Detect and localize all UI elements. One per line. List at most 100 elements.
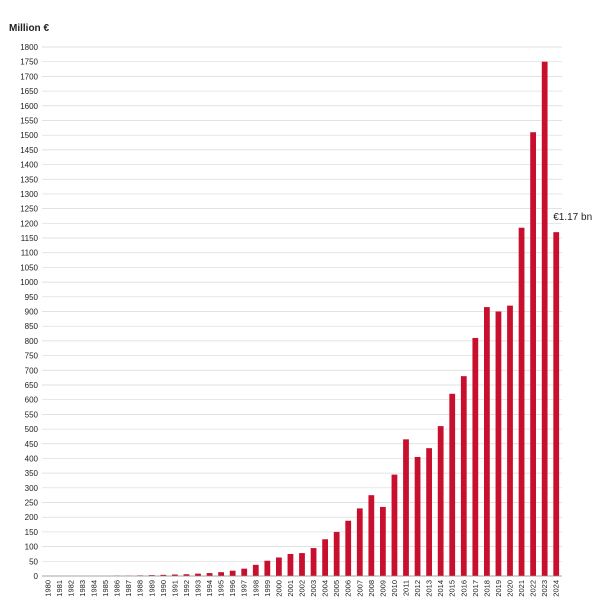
bar-2001 bbox=[287, 553, 294, 576]
bar-1997 bbox=[241, 568, 248, 576]
bar-2005 bbox=[333, 531, 340, 576]
bar-1994 bbox=[206, 573, 213, 576]
bar-2018 bbox=[484, 307, 490, 576]
x-tick-label: 2006 bbox=[344, 580, 353, 597]
x-tick-label: 1998 bbox=[251, 580, 260, 597]
bar-2006 bbox=[345, 520, 352, 576]
y-tick-label: 1600 bbox=[20, 102, 38, 111]
bar-1990 bbox=[160, 574, 167, 576]
bar-2016 bbox=[460, 376, 467, 576]
x-tick-label: 1994 bbox=[205, 580, 214, 597]
y-tick-label: 0 bbox=[34, 572, 39, 581]
y-tick-label: 650 bbox=[25, 381, 39, 390]
bar-1991 bbox=[172, 574, 178, 576]
x-tick-label: 2003 bbox=[309, 580, 318, 597]
x-tick-label: 2002 bbox=[298, 580, 307, 597]
bars bbox=[114, 61, 560, 577]
y-tick-label: 1700 bbox=[20, 72, 38, 81]
y-tick-label: 1250 bbox=[20, 205, 38, 214]
x-tick-label: 2013 bbox=[425, 580, 434, 597]
bar-2022 bbox=[530, 132, 536, 577]
y-tick-label: 1300 bbox=[20, 190, 38, 199]
y-axis-ticks: 0 50 100 150 200 250 300 350 400 450 500 550 600 650 7… bbox=[20, 43, 38, 581]
x-tick-label: 2017 bbox=[471, 580, 480, 597]
bar-1989 bbox=[148, 575, 155, 576]
y-tick-label: 850 bbox=[25, 322, 39, 331]
y-tick-label: 1550 bbox=[20, 116, 38, 125]
y-tick-label: 1500 bbox=[20, 131, 38, 140]
x-tick-label: 1991 bbox=[170, 580, 179, 597]
bar-2003 bbox=[310, 548, 317, 576]
bar-2017 bbox=[472, 337, 479, 576]
x-tick-label: 1986 bbox=[113, 580, 122, 597]
y-tick-label: 900 bbox=[25, 308, 39, 317]
y-tick-label: 400 bbox=[25, 454, 39, 463]
x-tick-label: 2024 bbox=[552, 580, 561, 597]
bar-2014 bbox=[437, 426, 444, 576]
bar-2021 bbox=[518, 227, 525, 577]
x-tick-label: 1997 bbox=[240, 580, 249, 597]
x-tick-label: 1996 bbox=[228, 580, 237, 597]
y-tick-label: 1800 bbox=[20, 43, 38, 52]
y-tick-label: 100 bbox=[25, 543, 39, 552]
x-tick-label: 1987 bbox=[124, 580, 133, 597]
x-tick-label: 2014 bbox=[436, 580, 445, 597]
bar-2012 bbox=[414, 456, 421, 576]
bar-2013 bbox=[426, 448, 432, 576]
y-tick-label: 550 bbox=[25, 410, 39, 419]
y-tick-label: 1650 bbox=[20, 87, 38, 96]
bar-2023 bbox=[541, 61, 548, 576]
bar-1996 bbox=[229, 570, 236, 576]
y-tick-label: 700 bbox=[25, 366, 39, 375]
y-tick-label: 150 bbox=[25, 528, 39, 537]
y-tick-label: 1400 bbox=[20, 161, 38, 170]
y-tick-label: 300 bbox=[25, 484, 39, 493]
x-tick-label: 1988 bbox=[136, 580, 145, 597]
bar-2020 bbox=[507, 305, 513, 576]
x-axis-ticks: 1980 1981 1982 1983 1984 1985 1986 1987 1988 1989… bbox=[43, 580, 560, 597]
y-tick-label: 200 bbox=[25, 513, 39, 522]
y-tick-label: 50 bbox=[29, 557, 38, 566]
x-tick-label: 2008 bbox=[367, 580, 376, 597]
x-tick-label: 1985 bbox=[101, 580, 110, 597]
y-tick-label: 1050 bbox=[20, 263, 38, 272]
bar-2009 bbox=[380, 506, 386, 576]
y-tick-label: 1000 bbox=[20, 278, 38, 287]
y-tick-label: 450 bbox=[25, 440, 39, 449]
x-tick-label: 1980 bbox=[43, 580, 52, 597]
bar-1999 bbox=[264, 560, 271, 576]
bar-2024 bbox=[553, 232, 560, 576]
y-tick-label: 800 bbox=[25, 337, 39, 346]
x-tick-label: 2011 bbox=[402, 580, 411, 596]
bar-2015 bbox=[449, 393, 456, 576]
y-tick-label: 1450 bbox=[20, 146, 38, 155]
x-tick-label: 2016 bbox=[459, 580, 468, 597]
y-tick-label: 950 bbox=[25, 293, 39, 302]
x-tick-label: 2023 bbox=[540, 580, 549, 597]
bar-2000 bbox=[276, 557, 282, 576]
x-tick-label: 2010 bbox=[390, 580, 399, 597]
x-tick-label: 1995 bbox=[217, 580, 226, 597]
x-tick-label: 1984 bbox=[90, 580, 99, 597]
x-tick-label: 1990 bbox=[159, 580, 168, 597]
y-tick-label: 1350 bbox=[20, 175, 38, 184]
annotations: €1.17 bn bbox=[553, 212, 592, 223]
x-tick-label: 2015 bbox=[448, 580, 457, 597]
y-axis-label: Million € bbox=[9, 23, 49, 34]
bar-1998 bbox=[252, 564, 259, 576]
bar-2019 bbox=[495, 311, 502, 576]
y-tick-label: 250 bbox=[25, 499, 39, 508]
x-tick-label: 2000 bbox=[274, 580, 283, 597]
bar-2007 bbox=[356, 508, 363, 576]
x-tick-label: 2009 bbox=[378, 580, 387, 597]
x-tick-label: 1989 bbox=[147, 580, 156, 597]
x-tick-label: 2001 bbox=[286, 580, 295, 597]
bar-1995 bbox=[218, 572, 224, 576]
x-tick-label: 1983 bbox=[78, 580, 87, 597]
bar-2011 bbox=[403, 439, 409, 576]
x-tick-label: 2007 bbox=[355, 580, 364, 597]
x-tick-label: 1993 bbox=[194, 580, 203, 597]
x-tick-label: 1999 bbox=[263, 580, 272, 597]
bar-1992 bbox=[183, 574, 190, 576]
